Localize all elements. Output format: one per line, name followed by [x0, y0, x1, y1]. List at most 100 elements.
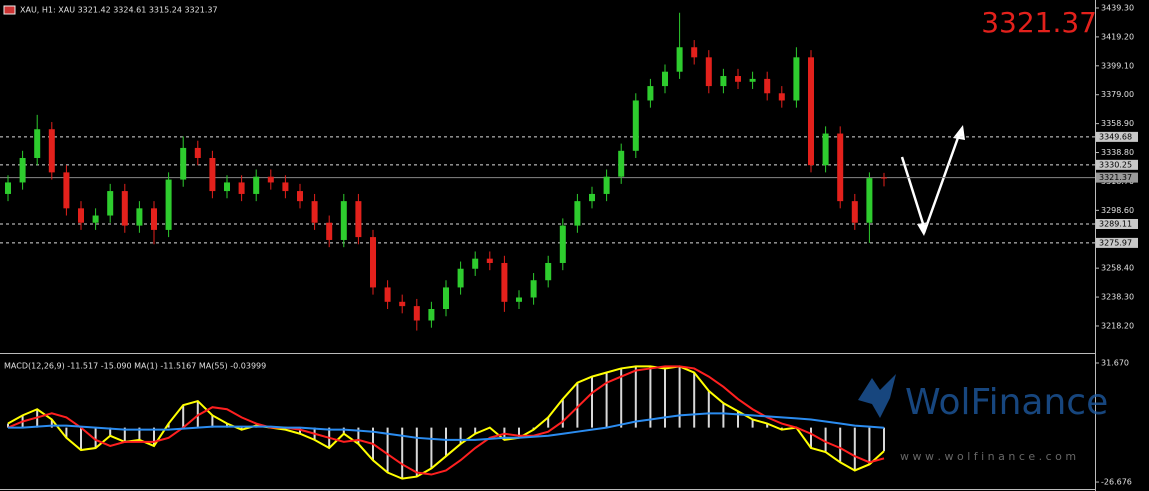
level-label: 3349.68 — [1099, 132, 1132, 141]
candle-body — [647, 86, 654, 101]
histogram-bar — [415, 427, 418, 477]
level-label: 3330.25 — [1099, 160, 1132, 169]
current-price-label: 3321.37 — [1099, 173, 1132, 182]
candle-body — [253, 176, 260, 194]
candle-body — [107, 191, 114, 216]
candle-body — [866, 178, 873, 223]
candle-body — [516, 297, 522, 302]
candle-body — [501, 262, 508, 302]
watermark-logo — [858, 374, 896, 418]
histogram-bar — [853, 427, 856, 471]
current-price-box — [1096, 172, 1138, 183]
candle-body — [545, 262, 552, 281]
candle-body — [574, 201, 581, 226]
candle-body — [691, 47, 698, 58]
candle-body — [808, 57, 814, 166]
candle-body — [48, 129, 55, 173]
level-label: 3289.11 — [1099, 219, 1132, 228]
histogram-bar — [401, 427, 404, 479]
histogram-bar — [824, 427, 827, 453]
candle-body — [589, 193, 595, 202]
histogram-bar — [547, 417, 550, 428]
candle-body — [311, 201, 318, 223]
candle-body — [326, 222, 333, 240]
histogram-bar — [94, 427, 97, 449]
candle-body — [559, 225, 566, 263]
y-tick-label: 31.670 — [1101, 358, 1129, 367]
histogram-bar — [693, 372, 696, 428]
y-tick-label: 3258.40 — [1101, 264, 1134, 273]
histogram-bar — [737, 411, 739, 428]
histogram-bar — [664, 368, 666, 428]
histogram-bar — [868, 427, 871, 465]
histogram-bar — [123, 427, 126, 442]
candle-body — [121, 191, 128, 226]
arrow-head — [917, 222, 929, 236]
histogram-bar — [342, 427, 345, 434]
histogram-bar — [722, 403, 725, 428]
histogram-bar — [7, 423, 9, 428]
candle-body — [443, 287, 449, 309]
candle-body — [399, 301, 406, 307]
candle-body — [355, 201, 362, 238]
candle-body — [413, 306, 420, 321]
histogram-bar — [561, 399, 564, 428]
level-box — [1096, 237, 1138, 248]
candle-body — [618, 150, 625, 177]
candle-body — [676, 47, 683, 72]
histogram-bar — [284, 427, 287, 430]
level-box — [1096, 131, 1138, 142]
histogram-bar — [182, 405, 185, 428]
histogram-bar — [620, 368, 623, 428]
histogram-bar — [65, 427, 68, 438]
macd-line — [7, 365, 885, 476]
candle-body — [5, 182, 11, 194]
candle-body — [662, 71, 668, 87]
histogram-bar — [211, 415, 214, 428]
histogram-bar — [226, 423, 228, 428]
macd-title: MACD(12,26,9) -11.517 -15.090 MA(1) -11.… — [4, 362, 266, 371]
histogram-bar — [707, 390, 710, 428]
candle-body — [720, 76, 727, 87]
level-box — [1096, 159, 1138, 170]
candle-body — [384, 287, 391, 302]
candle-body — [530, 280, 537, 298]
histogram-bar — [167, 423, 170, 428]
watermark-brand: WolFinance — [905, 382, 1108, 423]
y-tick-label: 3419.20 — [1101, 32, 1134, 41]
arrow-head — [953, 125, 965, 140]
candle-body — [749, 78, 756, 82]
histogram-bar — [386, 427, 389, 473]
macd-line — [8, 412, 885, 441]
histogram-bar — [50, 419, 53, 428]
histogram-bar — [153, 427, 155, 446]
candle-body — [457, 268, 464, 288]
macd-line — [7, 365, 885, 480]
candle-body — [486, 258, 493, 263]
candle-body — [793, 57, 800, 101]
candle-body — [92, 215, 99, 223]
histogram-bar — [430, 427, 433, 469]
candle-body — [428, 308, 435, 321]
histogram-bar — [810, 427, 812, 449]
histogram-bar — [474, 427, 477, 434]
y-tick-label: 3439.30 — [1101, 3, 1134, 12]
candle-body — [340, 201, 347, 240]
chart-title: XAU, H1: XAU 3321.42 3324.61 3315.24 332… — [20, 6, 218, 15]
y-tick-label: 3218.20 — [1101, 321, 1134, 330]
current-price-big: 3321.37 — [981, 6, 1097, 39]
candle-body — [778, 93, 785, 101]
candle-body — [238, 182, 245, 194]
candle-body — [764, 78, 771, 94]
histogram-bar — [357, 427, 360, 444]
histogram-bar — [678, 366, 681, 428]
candle-body — [194, 147, 201, 158]
histogram-bar — [109, 427, 112, 436]
y-tick-label: 3399.10 — [1101, 61, 1134, 70]
y-tick-label: 3298.60 — [1101, 206, 1134, 215]
candle-body — [705, 57, 712, 87]
y-tick-label: -26.676 — [1101, 478, 1132, 487]
candle-body — [78, 208, 84, 223]
watermark-url: w w w . w o l f i n a n c e . c o m — [900, 450, 1076, 463]
histogram-bar — [605, 372, 608, 428]
